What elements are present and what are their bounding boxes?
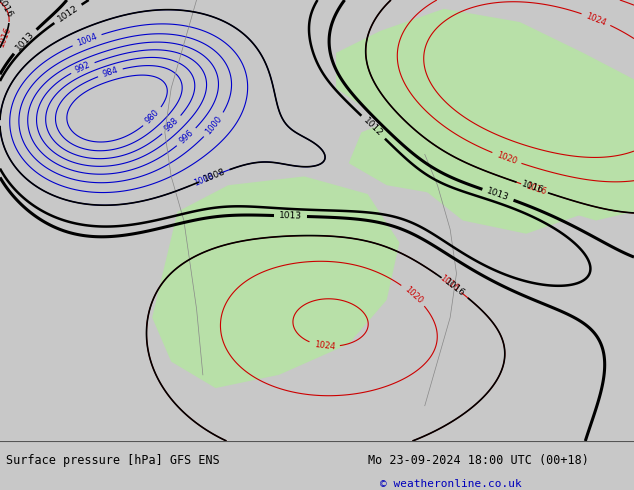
Text: 1016: 1016 — [0, 0, 15, 20]
Text: 1016: 1016 — [438, 273, 460, 293]
Text: 1013: 1013 — [14, 30, 36, 53]
Text: 1013: 1013 — [486, 187, 510, 203]
Text: 1000: 1000 — [204, 114, 224, 136]
Text: 992: 992 — [74, 60, 92, 75]
Text: 1020: 1020 — [495, 150, 518, 166]
Text: 1016: 1016 — [443, 277, 467, 298]
Text: 1004: 1004 — [75, 32, 98, 48]
Text: 1008: 1008 — [193, 172, 216, 188]
Text: 1008: 1008 — [202, 167, 226, 184]
Text: 1012: 1012 — [362, 116, 385, 138]
Text: 996: 996 — [178, 128, 195, 146]
Text: 984: 984 — [101, 66, 119, 79]
Text: 1016: 1016 — [524, 181, 547, 196]
Text: 1016: 1016 — [520, 180, 545, 196]
Text: © weatheronline.co.uk: © weatheronline.co.uk — [380, 479, 522, 489]
Text: Surface pressure [hPa] GFS ENS: Surface pressure [hPa] GFS ENS — [6, 454, 220, 467]
Text: 1024: 1024 — [585, 11, 607, 27]
Text: 988: 988 — [163, 116, 181, 134]
Text: 1013: 1013 — [279, 211, 302, 221]
Text: 1016: 1016 — [0, 25, 13, 49]
Text: Mo 23-09-2024 18:00 UTC (00+18): Mo 23-09-2024 18:00 UTC (00+18) — [368, 454, 588, 467]
Text: 1012: 1012 — [56, 3, 80, 24]
Text: 1020: 1020 — [403, 285, 424, 305]
Text: 980: 980 — [144, 108, 162, 126]
Text: 1024: 1024 — [313, 340, 335, 351]
